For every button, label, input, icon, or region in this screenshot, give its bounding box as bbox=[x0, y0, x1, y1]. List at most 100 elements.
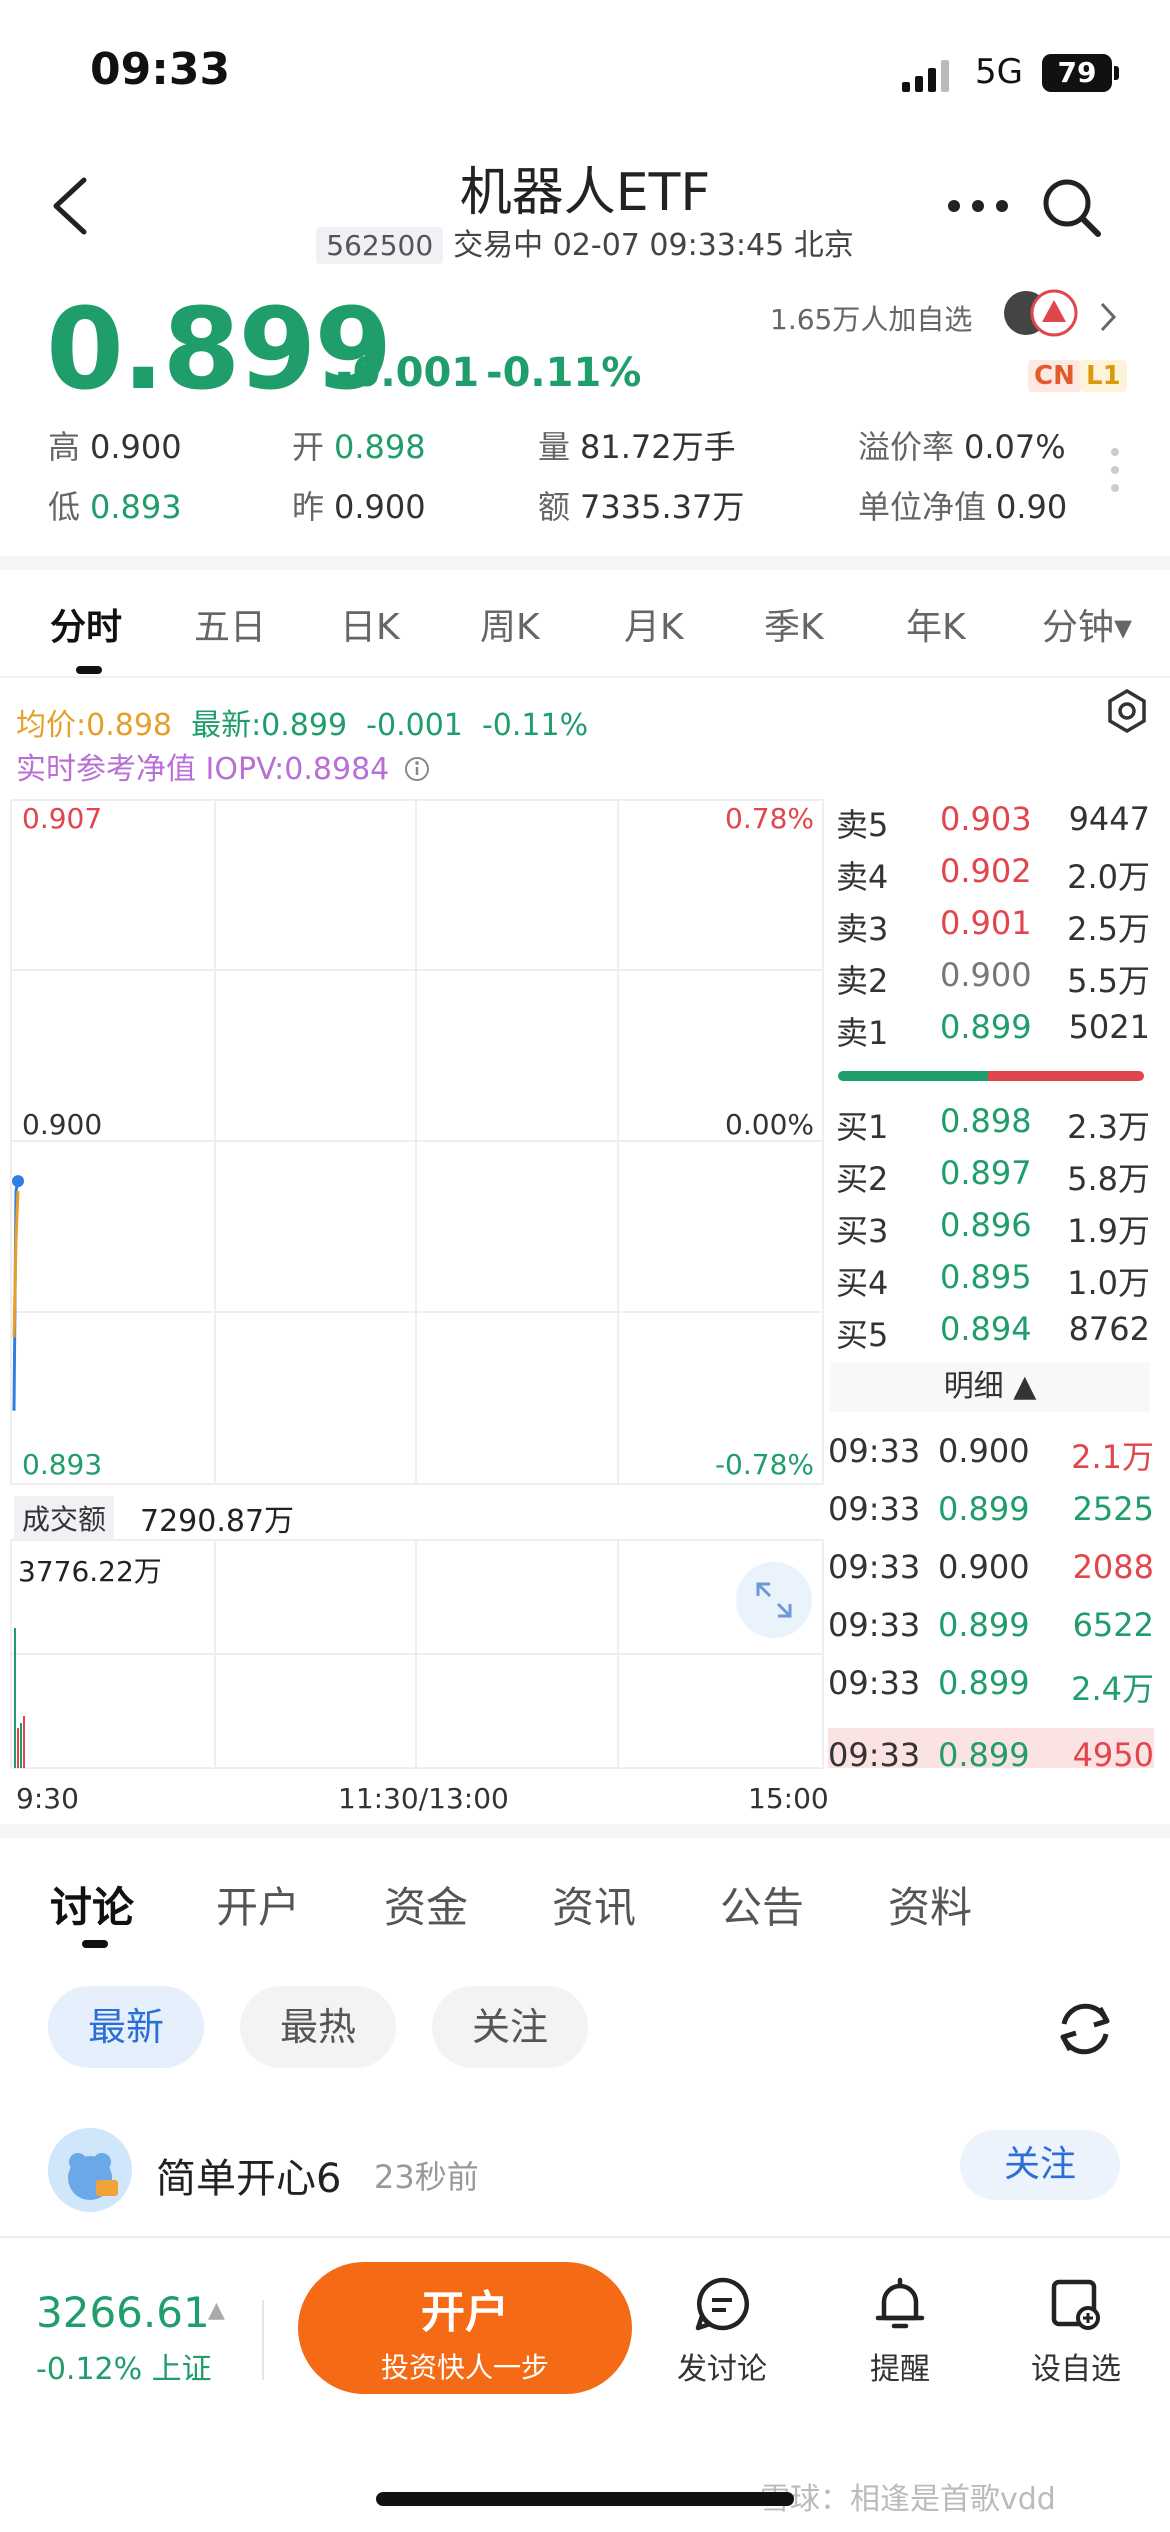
ask-row: 卖1 0.899 5021 bbox=[836, 1008, 1150, 1052]
search-icon[interactable] bbox=[1040, 176, 1104, 240]
expand-icon bbox=[756, 1582, 792, 1618]
detail-toggle-button[interactable]: 明细 ▲ bbox=[830, 1362, 1150, 1412]
volume-bar bbox=[23, 1716, 25, 1768]
tick-row: 09:33 0.899 4950 bbox=[828, 1736, 1154, 1768]
network-type: 5G bbox=[975, 52, 1023, 92]
watcher-avatars[interactable] bbox=[996, 288, 1086, 338]
tab-yearly-k[interactable]: 年K bbox=[906, 607, 966, 648]
post-discussion-button[interactable]: 发讨论 bbox=[652, 2274, 792, 2388]
bid-row: 买5 0.894 8762 bbox=[836, 1310, 1150, 1354]
watermark: 雪球：相逢是首歌vdd bbox=[760, 2482, 1056, 2517]
avg-price: 均价:0.898 bbox=[16, 708, 172, 743]
y-label-low: 0.893 bbox=[22, 1448, 102, 1481]
home-indicator[interactable] bbox=[376, 2492, 794, 2506]
fullscreen-button[interactable] bbox=[736, 1562, 812, 1638]
filter-hot[interactable]: 最热 bbox=[240, 1986, 396, 2068]
avatar[interactable] bbox=[48, 2128, 132, 2212]
more-icon[interactable] bbox=[946, 196, 1010, 216]
iopv-row: 实时参考净值 IOPV:0.8984 bbox=[16, 744, 431, 788]
bottom-bar-divider bbox=[0, 2236, 1170, 2238]
price-change-pct: -0.11% bbox=[486, 350, 642, 396]
stock-code: 562500 bbox=[316, 227, 444, 264]
filter-latest[interactable]: 最新 bbox=[48, 1986, 204, 2068]
ask-row: 卖3 0.901 2.5万 bbox=[836, 904, 1150, 948]
back-icon[interactable] bbox=[48, 176, 92, 236]
tab-funds[interactable]: 资金 bbox=[384, 1883, 469, 1932]
chevron-right-icon[interactable] bbox=[1096, 300, 1120, 334]
tabs-divider bbox=[0, 676, 1170, 678]
index-change[interactable]: -0.12% 上证 bbox=[36, 2352, 212, 2387]
follow-button[interactable]: 关注 bbox=[960, 2130, 1120, 2200]
chart-grid bbox=[10, 799, 824, 1769]
y-pct-high: 0.78% bbox=[725, 802, 814, 835]
ask-ratio-bar bbox=[988, 1071, 1144, 1081]
tab-monthly-k[interactable]: 月K bbox=[624, 607, 684, 648]
tab-daily-k[interactable]: 日K bbox=[340, 607, 400, 648]
price-line-1 bbox=[12, 1190, 20, 1338]
tick-row: 09:33 0.900 2088 bbox=[828, 1548, 1154, 1586]
volume-label: 成交额 bbox=[14, 1496, 115, 1540]
volume-bar bbox=[20, 1723, 22, 1768]
settings-icon[interactable] bbox=[1104, 688, 1150, 734]
chart-info-row: 均价:0.898 最新:0.899 -0.001 -0.11% bbox=[16, 700, 588, 744]
latest-price: 最新:0.899 bbox=[191, 708, 348, 743]
tab-open-account[interactable]: 开户 bbox=[216, 1883, 301, 1932]
volume-bar bbox=[17, 1728, 19, 1768]
add-watchlist-button[interactable]: 设自选 bbox=[1006, 2274, 1146, 2388]
refresh-icon[interactable] bbox=[1050, 1994, 1120, 2064]
stat-amount: 额 7335.37万 bbox=[538, 488, 745, 526]
chat-icon bbox=[695, 2277, 749, 2331]
ask-row: 卖2 0.900 5.5万 bbox=[836, 956, 1150, 1000]
info-icon[interactable] bbox=[403, 755, 431, 783]
level-tag: L1 bbox=[1080, 360, 1127, 392]
latest-change-pct: -0.11% bbox=[481, 708, 589, 743]
tab-quarterly-k[interactable]: 季K bbox=[764, 607, 824, 648]
tick-row: 09:33 0.899 6522 bbox=[828, 1606, 1154, 1644]
tab-announcements[interactable]: 公告 bbox=[720, 1883, 805, 1932]
section-divider bbox=[0, 1824, 1170, 1838]
alert-button[interactable]: 提醒 bbox=[830, 2274, 970, 2388]
intraday-chart: 0.907 0.900 0.893 0.78% 0.00% -0.78% bbox=[10, 799, 824, 1769]
index-value[interactable]: 3266.61 bbox=[36, 2288, 210, 2337]
ask-row: 卖5 0.903 9447 bbox=[836, 800, 1150, 844]
y-label-mid: 0.900 bbox=[22, 1108, 102, 1141]
watchers-count[interactable]: 1.65万人加自选 bbox=[770, 303, 973, 336]
tab-profile[interactable]: 资料 bbox=[888, 1883, 973, 1932]
stat-high: 高 0.900 bbox=[48, 428, 182, 466]
open-account-subtitle: 投资快人一步 bbox=[380, 2351, 549, 2384]
stat-nav: 单位净值 0.90 bbox=[858, 488, 1068, 526]
post-username[interactable]: 简单开心6 bbox=[156, 2156, 342, 2202]
x-label-open: 9:30 bbox=[16, 1782, 79, 1815]
tab-indicator bbox=[76, 666, 102, 674]
battery-tip bbox=[1114, 66, 1119, 80]
volume-total: 7290.87万 bbox=[140, 1504, 295, 1539]
tab-news[interactable]: 资讯 bbox=[552, 1883, 637, 1932]
index-arrow-icon: ▲ bbox=[208, 2298, 225, 2323]
filter-following[interactable]: 关注 bbox=[432, 1986, 588, 2068]
tab-weekly-k[interactable]: 周K bbox=[480, 607, 540, 648]
price-series bbox=[12, 1175, 24, 1411]
bid-row: 买3 0.896 1.9万 bbox=[836, 1206, 1150, 1250]
index-separator bbox=[262, 2300, 264, 2380]
tab-discussion[interactable]: 讨论 bbox=[50, 1883, 135, 1932]
stat-open: 开 0.898 bbox=[292, 428, 426, 466]
tab-minute[interactable]: 分钟▾ bbox=[1042, 607, 1133, 648]
ask-row: 卖4 0.902 2.0万 bbox=[836, 852, 1150, 896]
section-divider bbox=[0, 556, 1170, 570]
x-label-close: 15:00 bbox=[748, 1782, 829, 1815]
signal-icon bbox=[902, 60, 949, 92]
open-account-title: 开户 bbox=[421, 2287, 509, 2338]
volume-max: 3776.22万 bbox=[18, 1555, 162, 1588]
volume-bar bbox=[14, 1628, 16, 1768]
bid-row: 买1 0.898 2.3万 bbox=[836, 1102, 1150, 1146]
page-title: 机器人ETF bbox=[459, 163, 711, 223]
status-time: 09:33 bbox=[90, 44, 231, 95]
tab-intraday[interactable]: 分时 bbox=[50, 607, 123, 648]
iopv-value: 实时参考净值 IOPV:0.8984 bbox=[16, 752, 390, 787]
expand-stats-icon[interactable] bbox=[1108, 446, 1122, 496]
open-account-button[interactable]: 开户 投资快人一步 bbox=[298, 2262, 632, 2394]
x-label-midday: 11:30/13:00 bbox=[338, 1782, 509, 1815]
stat-prev-close: 昨 0.900 bbox=[292, 488, 426, 526]
tab-five-day[interactable]: 五日 bbox=[194, 607, 267, 648]
tick-row: 09:33 0.900 2.1万 bbox=[828, 1432, 1154, 1476]
